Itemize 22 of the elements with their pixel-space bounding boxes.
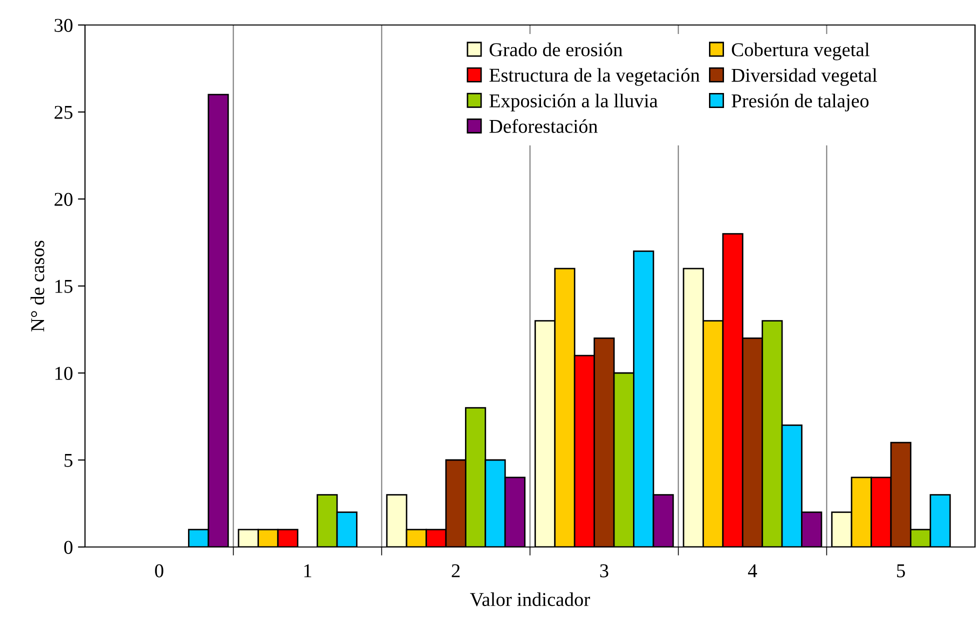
- y-tick-label: 0: [64, 540, 72, 554]
- x-tick-label: 0: [155, 564, 164, 578]
- x-tick-label: 3: [600, 564, 608, 578]
- legend-label: Grado de erosión: [490, 42, 622, 56]
- y-tick-label: 5: [64, 454, 72, 467]
- legend-label: Diversidad vegetal: [732, 68, 878, 86]
- legend-label: Exposición a la lluvia: [489, 94, 658, 112]
- legend-label: Cobertura vegetal: [732, 42, 870, 60]
- y-tick-label: 30: [54, 18, 72, 32]
- legend-label: Deforestación: [489, 119, 598, 133]
- y-axis-title: N° de casos: [30, 240, 44, 332]
- x-tick-label: 5: [897, 564, 905, 578]
- x-tick-label: 1: [304, 564, 312, 578]
- y-tick-label: 25: [54, 106, 72, 119]
- legend-label: Estructura de la vegetación: [489, 68, 700, 86]
- y-tick-label: 10: [55, 366, 72, 380]
- legend-label: Presión de talajeo: [732, 94, 869, 112]
- y-tick-label: 20: [54, 192, 72, 206]
- x-tick-label: 2: [452, 564, 460, 578]
- y-tick-label: 15: [55, 280, 72, 293]
- x-axis-title: Valor indicador: [470, 592, 590, 606]
- x-tick-label: 4: [748, 564, 758, 578]
